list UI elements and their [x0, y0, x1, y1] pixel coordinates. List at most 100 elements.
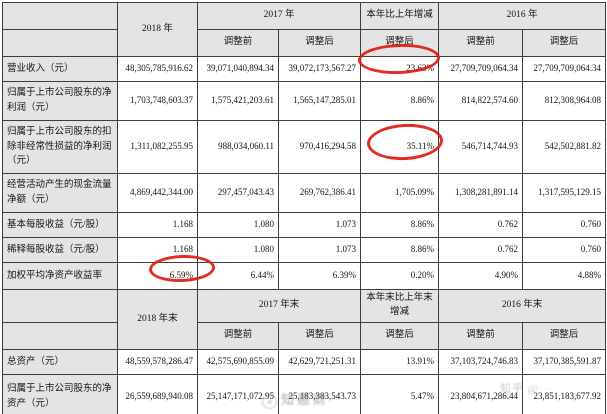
cell-change: 23.63% [360, 56, 440, 82]
cell-2016-before: 4.90% [438, 262, 524, 290]
cell-2017-after: 42,629,721,251.31 [277, 349, 362, 375]
cell-2017-after: 1,565,147,285.01 [277, 81, 362, 121]
cell-2018: 1,311,082,255.95 [117, 120, 198, 174]
table-row-weighted-avg-roe: 加权平均净资产收益率 6.59% 6.44% 6.39% 0.20% 4.90%… [2, 262, 607, 290]
cell-2018: 48,559,578,286.47 [117, 349, 198, 375]
cell-2018: 1.168 [117, 212, 198, 238]
header-row-yearend: 2018 年末 2017 年末 本年末比上年末增减 2016 年末 [2, 289, 607, 350]
corner-cell [2, 289, 118, 323]
summary-table-year-end: 2018 年末 2017 年末 本年末比上年末增减 2016 年末 调整前 调整… [2, 289, 607, 414]
corner-cell-2 [2, 29, 118, 57]
subheader-2017-after: 调整后 [277, 29, 362, 57]
table-row-basic-eps: 基本每股收益（元/股） 1.168 1.080 1.073 8.86% 0.76… [2, 212, 607, 238]
table-row-total-assets: 总资产（元） 48,559,578,286.47 42,575,690,855.… [2, 349, 607, 375]
cell-change: 8.86% [360, 237, 440, 263]
cell-2016-after: 37,170,385,591.87 [522, 349, 607, 375]
cell-2016-after: 542,502,881.82 [522, 120, 607, 174]
cell-2017-before: 1.080 [197, 237, 279, 263]
row-label: 总资产（元） [2, 349, 118, 375]
cell-2016-after: 23,851,183,677.92 [522, 374, 607, 414]
cell-2018: 26,559,689,940.08 [117, 374, 198, 414]
cell-2017-before: 39,071,040,894.34 [197, 56, 279, 82]
cell-2017-after: 1.073 [277, 237, 362, 263]
cell-2016-after: 27,709,709,064.34 [522, 56, 607, 82]
cell-change: 1,705.09% [360, 173, 440, 213]
cell-2017-after: 39,072,173,567.27 [277, 56, 362, 82]
row-label: 经营活动产生的现金流量净额（元） [2, 173, 118, 213]
cell-2016-before: 37,103,724,746.83 [438, 349, 524, 375]
cell-2016-before: 546,714,744.93 [438, 120, 524, 174]
corner-cell [2, 2, 118, 30]
col-header-2016: 2016 年 [438, 2, 607, 30]
summary-table-annual: 2018 年 2017 年 本年比上年增减 2016 年 调整前 调整后 调整后… [2, 2, 607, 290]
cell-2018: 1,703,748,603.37 [117, 81, 198, 121]
header-row-years: 2018 年 2017 年 本年比上年增减 2016 年 [2, 2, 607, 57]
row-label: 归属于上市公司股东的净利润（元） [2, 81, 118, 121]
subheader-change-after: 调整后 [360, 322, 440, 350]
subheader-2017-after: 调整后 [277, 322, 362, 350]
row-label: 加权平均净资产收益率 [2, 262, 118, 290]
row-label: 营业收入（元） [2, 56, 118, 82]
col-header-2017: 2017 年 [196, 2, 362, 30]
row-label: 归属于上市公司股东的扣除非经常性损益的净利润（元） [2, 120, 118, 174]
header-row-adjust-2: 调整前 调整后 调整后 调整前 调整后 [2, 322, 607, 350]
cell-2016-after: 812,308,964.08 [522, 81, 607, 121]
col-header-2018-end: 2018 年末 [117, 289, 198, 350]
col-header-2018: 2018 年 [117, 2, 198, 57]
cell-2017-after: 269,762,386.41 [277, 173, 362, 213]
cell-2018: 6.59% [117, 262, 198, 290]
cell-2018: 4,869,442,344.00 [117, 173, 198, 213]
cell-2016-after: 0.760 [522, 237, 607, 263]
cell-2016-after: 1,317,595,129.15 [522, 173, 607, 213]
cell-change: 0.20% [360, 262, 440, 290]
col-header-change: 本年比上年增减 [360, 2, 440, 30]
cell-2017-after: 25,183,383,543.73 [277, 374, 362, 414]
cell-2016-before: 0.762 [438, 212, 524, 238]
cell-change: 8.86% [360, 81, 440, 121]
cell-2017-before: 25,147,171,072.95 [197, 374, 279, 414]
cell-change: 5.47% [360, 374, 440, 414]
col-header-yearend-change: 本年末比上年末增减 [360, 289, 440, 323]
cell-2016-after: 4.88% [522, 262, 607, 290]
row-label: 稀释每股收益（元/股） [2, 237, 118, 263]
table-row-net-assets: 归属于上市公司股东的净资产（元） 26,559,689,940.08 25,14… [2, 374, 607, 414]
cell-2017-before: 297,457,043.43 [197, 173, 279, 213]
subheader-change-after: 调整后 [360, 29, 440, 57]
header-row-adjust: 调整前 调整后 调整后 调整前 调整后 [2, 29, 607, 57]
table-row-diluted-eps: 稀释每股收益（元/股） 1.168 1.080 1.073 8.86% 0.76… [2, 237, 607, 263]
cell-2017-before: 6.44% [197, 262, 279, 290]
table-row-operating-cash-flow: 经营活动产生的现金流量净额（元） 4,869,442,344.00 297,45… [2, 173, 607, 213]
cell-2016-before: 1,308,281,891.14 [438, 173, 524, 213]
cell-change: 13.91% [360, 349, 440, 375]
cell-2017-after: 6.39% [277, 262, 362, 290]
corner-cell-2 [2, 322, 118, 350]
subheader-2017-before: 调整前 [197, 29, 279, 57]
cell-2017-after: 1.073 [277, 212, 362, 238]
cell-2017-before: 42,575,690,855.09 [197, 349, 279, 375]
table-row-net-profit: 归属于上市公司股东的净利润（元） 1,703,748,603.37 1,575,… [2, 81, 607, 121]
row-label: 归属于上市公司股东的净资产（元） [2, 374, 118, 414]
cell-2017-before: 988,034,060.11 [197, 120, 279, 174]
table-row-deducted-net-profit: 归属于上市公司股东的扣除非经常性损益的净利润（元） 1,311,082,255.… [2, 120, 607, 174]
cell-2016-before: 23,804,671,286.44 [438, 374, 524, 414]
cell-2016-before: 27,709,709,064.34 [438, 56, 524, 82]
cell-2018: 48,305,785,916.62 [117, 56, 198, 82]
cell-2016-before: 0.762 [438, 237, 524, 263]
cell-2017-before: 1,575,421,203.61 [197, 81, 279, 121]
cell-2018: 1.168 [117, 237, 198, 263]
subheader-2016-before: 调整前 [438, 322, 524, 350]
subheader-2016-after: 调整后 [522, 322, 607, 350]
col-header-2017-end: 2017 年末 [196, 289, 362, 323]
subheader-2017-before: 调整前 [197, 322, 279, 350]
cell-2017-before: 1.080 [197, 212, 279, 238]
row-label: 基本每股收益（元/股） [2, 212, 118, 238]
cell-change: 35.11% [360, 120, 440, 174]
cell-2017-after: 970,416,294.58 [277, 120, 362, 174]
cell-2016-after: 0.760 [522, 212, 607, 238]
table-row-revenue: 营业收入（元） 48,305,785,916.62 39,071,040,894… [2, 56, 607, 82]
cell-2016-before: 814,822,574.60 [438, 81, 524, 121]
col-header-2016-end: 2016 年末 [438, 289, 607, 323]
subheader-2016-before: 调整前 [438, 29, 524, 57]
